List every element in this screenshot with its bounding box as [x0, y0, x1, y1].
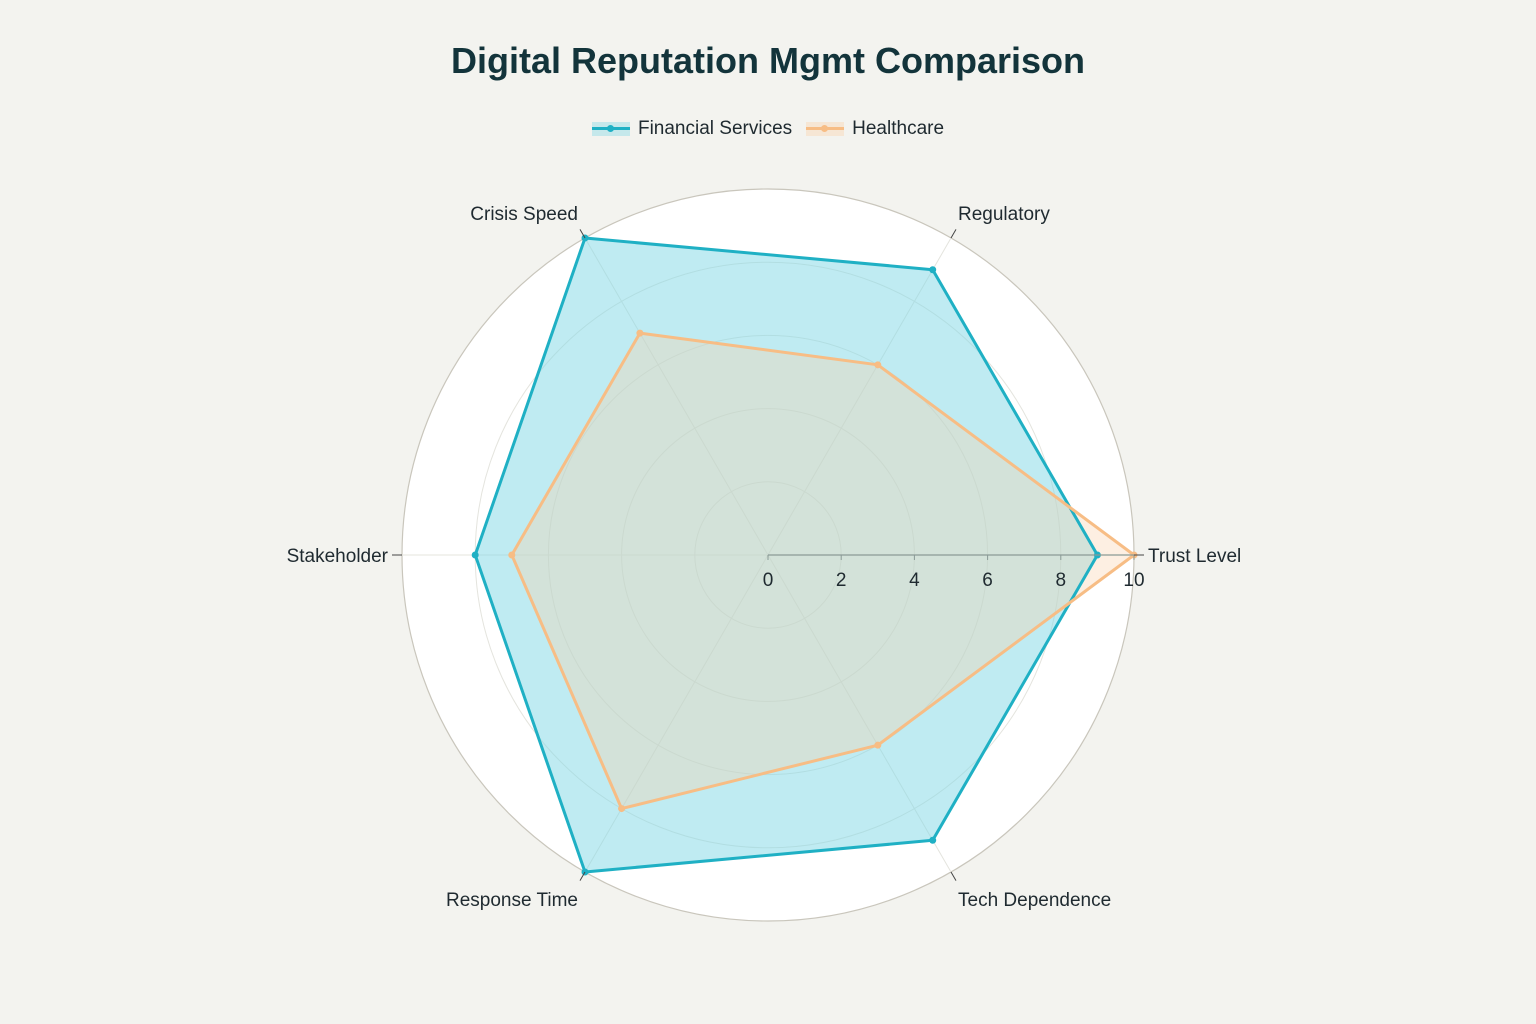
- legend-label-financial-services: Financial Services: [637, 118, 793, 139]
- legend-swatch-healthcare: [806, 122, 845, 136]
- data-point-financial-services-tech-dependence: [929, 836, 937, 844]
- radial-tick-label-10: 10: [1123, 570, 1144, 591]
- legend-swatch-financial-services: [591, 122, 630, 136]
- category-tick-tech-dependence: [950, 871, 957, 881]
- data-point-healthcare-tech-dependence: [874, 741, 882, 749]
- series-area-healthcare: [511, 333, 1134, 809]
- radial-tick-label-8: 8: [1056, 570, 1067, 591]
- legend-item-healthcare[interactable]: Healthcare: [806, 118, 944, 140]
- radial-tick-label-4: 4: [909, 570, 920, 591]
- data-point-healthcare-regulatory: [874, 361, 882, 369]
- category-label-response-time: Response Time: [446, 890, 578, 911]
- legend-label-healthcare: Healthcare: [852, 118, 945, 139]
- category-label-tech-dependence: Tech Dependence: [958, 890, 1111, 911]
- data-point-healthcare-crisis-speed: [636, 329, 644, 337]
- chart-title: Digital Reputation Mgmt Comparison: [451, 40, 1085, 81]
- category-label-trust-level: Trust Level: [1148, 546, 1241, 567]
- data-point-financial-services-regulatory: [929, 266, 937, 274]
- data-point-healthcare-stakeholder: [508, 551, 516, 559]
- data-point-healthcare-response-time: [618, 805, 626, 813]
- category-tick-regulatory: [950, 229, 957, 239]
- category-tick-crisis-speed: [579, 229, 586, 239]
- category-label-stakeholder: Stakeholder: [287, 546, 389, 567]
- data-point-financial-services-stakeholder: [471, 551, 479, 559]
- category-label-crisis-speed: Crisis Speed: [470, 204, 578, 225]
- radial-tick-label-0: 0: [763, 570, 774, 591]
- legend-item-financial-services[interactable]: Financial Services: [591, 118, 793, 140]
- radial-tick-label-2: 2: [836, 570, 847, 591]
- category-tick-response-time: [579, 871, 586, 881]
- radial-tick-label-6: 6: [982, 570, 993, 591]
- legend: Financial Services Healthcare: [0, 118, 1536, 140]
- category-label-regulatory: Regulatory: [958, 204, 1050, 225]
